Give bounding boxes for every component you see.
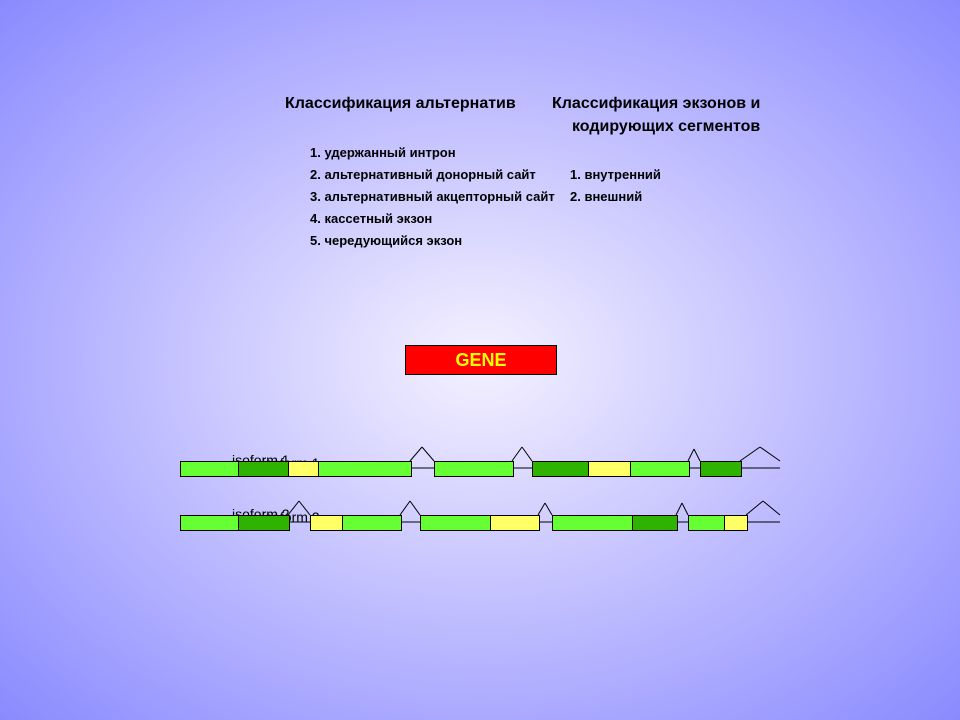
isoform1-exon-3 <box>318 461 412 477</box>
isoform2-exon-5 <box>490 515 540 531</box>
isoform2-exon-1 <box>238 515 290 531</box>
slide-canvas: Классификация альтернативКлассификация э… <box>0 0 960 720</box>
isoform2-exon-7 <box>632 515 678 531</box>
isoform2-exon-3 <box>342 515 402 531</box>
isoform1-exon-6 <box>588 461 632 477</box>
isoform1-exon-7 <box>630 461 690 477</box>
diagram-lines <box>0 0 960 720</box>
isoform2-exon-6 <box>552 515 634 531</box>
isoform1-exon-0 <box>180 461 240 477</box>
isoform2-exon-8 <box>688 515 726 531</box>
isoform1-exon-2 <box>288 461 320 477</box>
isoform2-exon-4 <box>420 515 492 531</box>
isoform2-exon-0 <box>180 515 240 531</box>
isoform1-exon-4 <box>434 461 514 477</box>
isoform2-exon-9 <box>724 515 748 531</box>
isoform2-exon-2 <box>310 515 344 531</box>
isoform1-exon-1 <box>238 461 290 477</box>
isoform1-exon-5 <box>532 461 590 477</box>
isoform1-exon-8 <box>700 461 742 477</box>
